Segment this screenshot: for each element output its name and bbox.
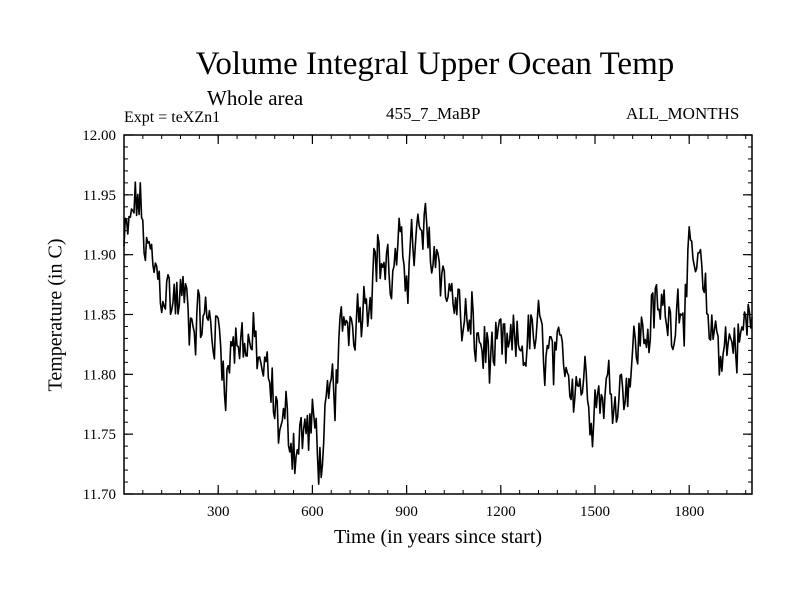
y-tick-label: 11.75 [83,427,116,443]
y-tick-label: 11.90 [83,248,116,264]
x-tick-label: 1500 [580,504,610,520]
period-label: ALL_MONTHS [626,104,740,123]
y-tick-label: 11.70 [83,487,116,503]
x-tick-label: 600 [301,504,324,520]
y-tick-label: 12.00 [82,128,116,144]
series-line [123,181,753,485]
chart-subtitle: Whole area [207,86,304,110]
x-tick-label: 1200 [486,504,516,520]
chart-title: Volume Integral Upper Ocean Temp [195,46,675,82]
x-tick-label: 900 [395,504,418,520]
y-tick-label: 11.85 [83,308,116,324]
x-axis-label: Time (in years since start) [333,526,543,548]
y-tick-label: 11.80 [83,367,116,383]
plot-frame [123,134,753,495]
x-tick-label: 1800 [674,504,704,520]
y-axis-label: Temperature (in C) [44,238,67,392]
y-tick-label: 11.95 [83,188,116,204]
run-label: 455_7_MaBP [386,104,481,123]
x-tick-label: 300 [207,504,230,520]
experiment-label: Expt = teXZn1 [124,109,221,126]
